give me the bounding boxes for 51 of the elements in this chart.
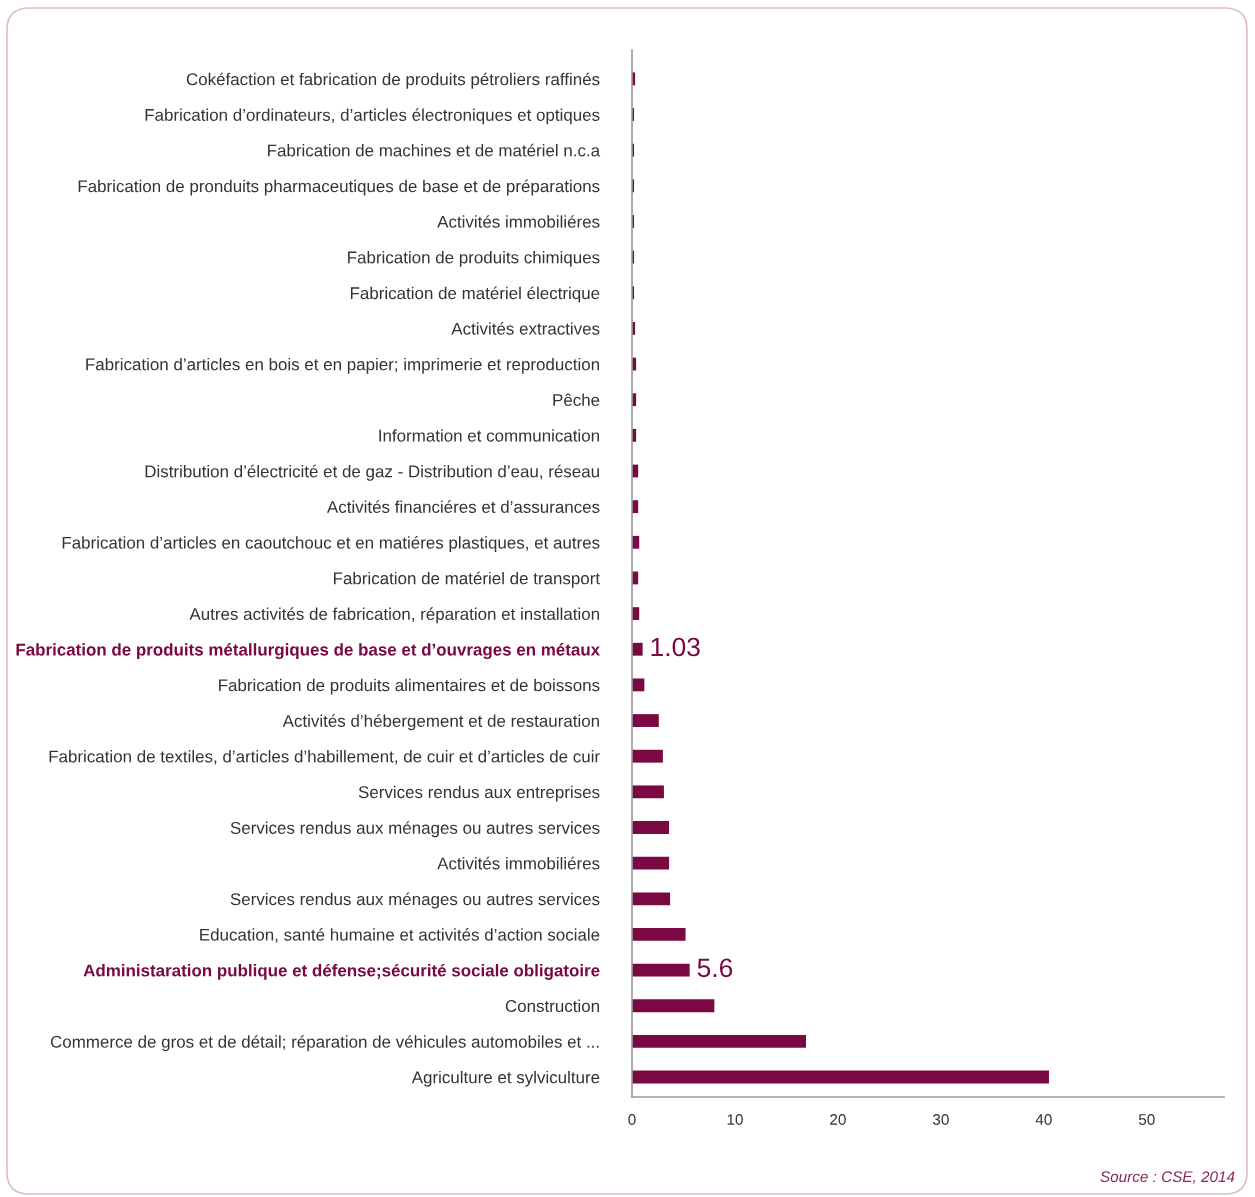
data-label: 5.6 xyxy=(697,958,733,978)
y-tick-label: Activités extractives xyxy=(451,322,600,335)
bar xyxy=(632,821,670,834)
y-tick-label: Information et communication xyxy=(379,429,599,442)
y-tick-label: Pêche xyxy=(553,393,600,407)
y-tick-label: Administaration publique et défense;sécurité sociale obligatoire xyxy=(83,963,600,980)
y-tick-label: Fabrication de produits métallurgiques de base et d’ouvrages en métaux xyxy=(16,643,600,660)
data-label: 1.03 xyxy=(651,637,700,657)
bar xyxy=(632,963,690,977)
bar xyxy=(632,1070,1049,1084)
y-tick-label: Commerce de gros et de détail; réparation de véhicules automobiles et ... xyxy=(50,1035,599,1052)
x-tick-label: 50 xyxy=(1138,1114,1155,1125)
y-tick-label: Education, santé humaine et activités d’action sociale xyxy=(200,928,600,943)
bar xyxy=(632,678,645,692)
x-tick-label: 30 xyxy=(932,1114,949,1125)
bar xyxy=(632,999,715,1013)
y-tick-label: Activités immobiliéres xyxy=(437,215,600,228)
y-tick-label: Fabrication de matériel de transport xyxy=(333,571,600,588)
bar xyxy=(632,892,671,906)
y-tick-label: Fabrication de machines et de matériel n.c.a xyxy=(268,143,601,157)
y-tick-label: Distribution d’électricité et de gaz - Distribution d’eau, réseau xyxy=(145,464,599,481)
source-note: Source : CSE, 2014 xyxy=(1100,1171,1235,1184)
y-tick-label: Fabrication d’ordinateurs, d’articles électroniques et optiques xyxy=(145,108,600,125)
bar xyxy=(632,856,670,870)
y-tick-label: Activités immobiliéres xyxy=(437,856,600,870)
y-tick-label: Fabrication de pronduits pharmaceutiques de base et de préparations xyxy=(78,179,600,196)
y-tick-label: Services rendus aux entreprises xyxy=(358,785,600,802)
bar xyxy=(632,1034,806,1048)
y-tick-label: Fabrication d’articles en bois et en papier; imprimerie et reproduction xyxy=(86,357,599,374)
bar xyxy=(632,714,659,727)
y-tick-label: Fabrication de matériel électrique xyxy=(350,286,600,303)
y-tick-label: Cokéfaction et fabrication de produits pétroliers raffinés xyxy=(186,72,600,89)
y-tick-label: Construction xyxy=(505,999,599,1013)
y-tick-label: Fabrication de produits chimiques xyxy=(348,250,600,267)
y-tick-label: Agriculture et sylviculture xyxy=(411,1070,600,1087)
y-tick-label: Fabrication de produits alimentaires et de boissons xyxy=(219,678,600,695)
x-tick-label: 40 xyxy=(1035,1114,1052,1125)
y-tick-label: Activités financiéres et d’assurances xyxy=(326,500,600,513)
y-tick-label: Fabrication de textiles, d’articles d’habillement, de cuir et d’articles de cuir xyxy=(49,750,600,765)
y-tick-label: Activités d’hébergement et de restauration xyxy=(282,714,599,731)
bar xyxy=(632,749,663,763)
bar xyxy=(632,785,664,799)
x-tick-label: 10 xyxy=(727,1114,743,1125)
bar xyxy=(632,928,686,941)
bar xyxy=(632,642,643,656)
x-tick-label: 0 xyxy=(628,1114,636,1125)
y-tick-label: Services rendus aux ménages ou autres services xyxy=(230,821,600,838)
y-tick-label: Services rendus aux ménages ou autres services xyxy=(230,892,600,909)
y-tick-label: Autres activités de fabrication, réparation et installation xyxy=(189,607,599,624)
x-tick-label: 20 xyxy=(830,1114,846,1125)
y-tick-label: Fabrication d’articles en caoutchouc et en matiéres plastiques, et autres xyxy=(62,536,600,553)
